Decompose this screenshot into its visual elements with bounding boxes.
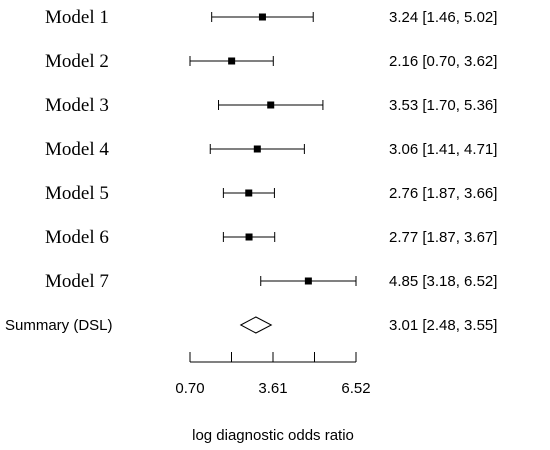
ci-text: 3.53 [1.70, 5.36] xyxy=(389,97,497,114)
study-row: Model 4 3.06 [1.41, 4.71] xyxy=(45,139,497,160)
study-row: Model 5 2.76 [1.87, 3.66] xyxy=(45,183,497,204)
summary-ci-text: 3.01 [2.48, 3.55] xyxy=(389,317,497,334)
study-row: Model 2 2.16 [0.70, 3.62] xyxy=(45,51,497,72)
study-label: Model 5 xyxy=(45,183,109,204)
study-row: Model 3 3.53 [1.70, 5.36] xyxy=(45,95,497,116)
point-estimate xyxy=(245,189,253,197)
ci-text: 2.77 [1.87, 3.67] xyxy=(389,229,497,246)
x-tick-label: 3.61 xyxy=(258,380,287,397)
summary-label: Summary (DSL) xyxy=(5,317,113,334)
x-axis: 0.70 3.61 6.52 log diagnostic odds ratio xyxy=(175,352,371,444)
study-label: Model 6 xyxy=(45,227,109,248)
point-estimate xyxy=(267,101,275,109)
study-label: Model 2 xyxy=(45,51,109,72)
x-tick-label: 0.70 xyxy=(175,380,204,397)
point-estimate xyxy=(253,145,261,153)
study-label: Model 4 xyxy=(45,139,109,160)
study-label: Model 3 xyxy=(45,95,109,116)
summary-row: Summary (DSL) 3.01 [2.48, 3.55] xyxy=(5,316,497,334)
ci-text: 3.24 [1.46, 5.02] xyxy=(389,9,497,26)
point-estimate xyxy=(258,13,266,21)
x-tick-label: 6.52 xyxy=(341,380,370,397)
point-estimate xyxy=(228,57,236,65)
ci-text: 2.76 [1.87, 3.66] xyxy=(389,185,497,202)
study-label: Model 1 xyxy=(45,7,109,28)
point-estimate xyxy=(304,277,312,285)
ci-text: 2.16 [0.70, 3.62] xyxy=(389,53,497,70)
study-label: Model 7 xyxy=(45,271,109,292)
ci-text: 4.85 [3.18, 6.52] xyxy=(389,273,497,290)
study-row: Model 6 2.77 [1.87, 3.67] xyxy=(45,227,497,248)
summary-diamond xyxy=(239,316,273,334)
point-estimate xyxy=(245,233,253,241)
x-axis-title: log diagnostic odds ratio xyxy=(192,427,354,444)
ci-text: 3.06 [1.41, 4.71] xyxy=(389,141,497,158)
study-row: Model 7 4.85 [3.18, 6.52] xyxy=(45,271,497,292)
study-row: Model 1 3.24 [1.46, 5.02] xyxy=(45,7,497,28)
